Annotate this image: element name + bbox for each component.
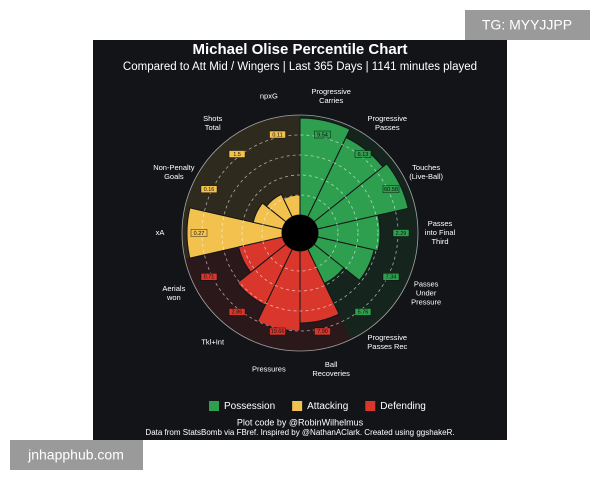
category-label-line: Non-Penalty (153, 163, 195, 172)
category-label-line: Progressive (367, 114, 407, 123)
category-label-line: Passes (428, 219, 453, 228)
stat-label-box (190, 229, 208, 237)
watermark: jnhapphub.com (27, 447, 124, 463)
category-label-line: Progressive (311, 87, 351, 96)
grid-ring (261, 194, 339, 272)
grid-ring (241, 174, 359, 292)
stat-label: 2.86 (232, 310, 243, 316)
category-label-line: Passes Rec (367, 342, 407, 351)
stat-label-box (354, 308, 372, 316)
chart-title: Michael Olise Percentile Chart (192, 41, 407, 58)
stat-label-box (382, 185, 400, 193)
stat-label-box (382, 273, 400, 281)
category-label-line: Third (431, 237, 448, 246)
legend-label: Attacking (307, 401, 348, 412)
category-label: Pressures (252, 364, 286, 373)
stat-label: 60.58 (384, 187, 398, 193)
category-label: npxG (260, 91, 278, 100)
category-label-line: Ball (325, 360, 338, 369)
category-label: Touches (Live-Ball) (409, 163, 443, 181)
stat-label: 0.11 (272, 132, 282, 138)
footer: Data from StatsBomb via FBref. Inspired … (145, 428, 454, 437)
stat-label: 19.66 (271, 329, 285, 335)
category-label: Progressive Carries (311, 87, 351, 105)
watermark-box (10, 440, 143, 470)
stat-label: 5.76 (358, 310, 369, 316)
category-label: Passes Under Pressure (411, 280, 441, 307)
category-label-line: Carries (319, 96, 343, 105)
stat-label-box (228, 150, 246, 158)
stat-label-box (269, 130, 286, 139)
category-label-line: Pressures (252, 364, 286, 373)
category-label-line: Under (416, 289, 437, 298)
footer: Plot code by @RobinWilhelmus (237, 417, 364, 427)
category-label: Tkl+Int (201, 337, 225, 346)
legend-label: Possession (224, 401, 275, 412)
center-hole (282, 215, 318, 251)
category-label-line: Progressive (367, 333, 407, 342)
grid-ring (221, 154, 379, 312)
category-label: Passes into Final Third (425, 219, 456, 246)
category-label: Progressive Passes Rec (367, 333, 407, 351)
category-label-line: Shots (203, 114, 222, 123)
category-label-line: Pressure (411, 298, 441, 307)
category-label-line: Goals (164, 172, 184, 181)
category-label: Aerials won (162, 284, 185, 302)
category-label-line: Total (205, 123, 221, 132)
stat-label-box (228, 308, 246, 316)
stat-label: 9.54 (317, 132, 328, 138)
category-label: Ball Recoveries (312, 360, 350, 378)
category-label-line: into Final (425, 228, 456, 237)
stat-label-box (269, 327, 286, 336)
stat-label: 0.27 (194, 231, 205, 237)
category-label-line: Passes (414, 280, 439, 289)
stat-label-box (200, 273, 218, 281)
stat-label-box (392, 229, 410, 237)
category-label: Progressive Passes (367, 114, 407, 132)
category-label-line: Tkl+Int (201, 337, 225, 346)
category-label-line: (Live-Ball) (409, 172, 443, 181)
category-label-line: won (166, 293, 181, 302)
stat-label: 7.90 (317, 329, 328, 335)
grid-ring (181, 114, 419, 352)
category-label: Non-Penalty Goals (153, 163, 195, 181)
watermark-box (465, 10, 590, 40)
category-label-line: Recoveries (312, 369, 350, 378)
chart-subtitle: Compared to Att Mid / Wingers | Last 365… (123, 61, 477, 73)
stat-label-box (314, 327, 331, 336)
stat-label: 1.5 (233, 152, 241, 158)
stat-label: 0.71 (204, 275, 215, 281)
stat-label: 6.13 (358, 152, 369, 158)
stat-label-box (314, 130, 331, 139)
category-label-line: Aerials (162, 284, 185, 293)
stat-label: 0.16 (204, 187, 215, 193)
legend-label: Defending (380, 401, 426, 412)
category-label-line: Touches (412, 163, 440, 172)
stat-label: 7.34 (386, 275, 397, 281)
category-label: Shots Total (203, 114, 222, 132)
stat-label-box (354, 150, 372, 158)
category-label-line: npxG (260, 91, 278, 100)
legend-swatch (292, 401, 303, 411)
legend-swatch (209, 401, 219, 411)
sector-background (248, 115, 300, 217)
stat-label-box (200, 185, 218, 193)
category-label: xA (156, 228, 165, 237)
watermark: TG: MYYJJPP (482, 17, 572, 33)
legend-swatch (365, 401, 376, 411)
category-label-line: xA (156, 228, 165, 237)
stat-label: 2.29 (396, 231, 407, 237)
category-label-line: Passes (375, 123, 400, 132)
